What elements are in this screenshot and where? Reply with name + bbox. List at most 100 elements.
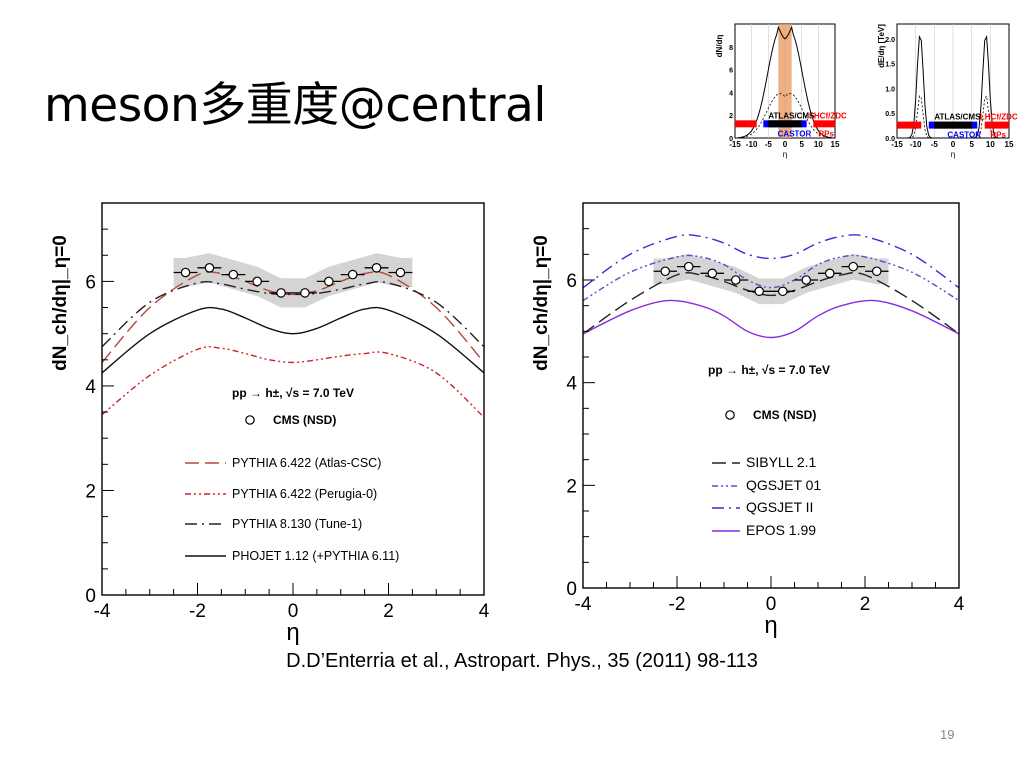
inset-central-bar: [934, 121, 972, 129]
inset-forward-bar-left: [897, 121, 922, 129]
data-point: [660, 266, 671, 277]
inset-label-castor: CASTOR: [947, 131, 981, 140]
chart-sibyll-qgsjet-epos: -4 -2 0 2 4 0 2 4 6 η dN_ch/dη|_η=0 pp → h±, √s = 7…: [531, 202, 965, 639]
data-point: [204, 263, 215, 273]
systematic-band: [653, 253, 889, 305]
x-axis-label: η: [286, 619, 299, 646]
y-axis-label: dN_ch/dη|_η=0: [531, 235, 552, 371]
x-tick-label: -4: [575, 594, 592, 615]
inset-central-bar: [768, 120, 802, 128]
legend-data-marker: [245, 415, 255, 425]
inset-x-axis-label: η: [783, 150, 787, 159]
y-tick-label: 4: [566, 374, 577, 395]
series-line-1: [101, 346, 485, 418]
data-point: [324, 276, 334, 287]
y-tick-label: 0: [85, 586, 96, 607]
data-point: [848, 261, 859, 272]
inset-de-deta-chart: ATLAS/CMS LHCf/ZDC CASTOR RPs -15 -10 -5 0 5 10 15…: [877, 23, 1018, 159]
inset-y-tick-label: 1.0: [885, 86, 895, 93]
data-point: [707, 268, 718, 279]
data-point: [371, 263, 382, 273]
inset-x-tick-label: 10: [814, 140, 823, 149]
y-axis-label: dN_ch/dη|_η=0: [50, 235, 71, 371]
inset-label-lhcf-zdc: LHCf/ZDC: [980, 113, 1018, 122]
inset-x-tick-label: 15: [1005, 140, 1014, 149]
process-annotation: pp → h±, √s = 7.0 TeV: [232, 386, 354, 400]
inset-x-tick-label: 5: [969, 140, 974, 149]
inset-x-tick-label: -10: [746, 140, 758, 149]
inset-y-tick-label: 1.5: [885, 62, 895, 69]
y-tick-label: 2: [85, 481, 96, 502]
inset-central-acceptance-band: [778, 24, 792, 138]
series-line-3: [101, 306, 485, 374]
inset-histogram-dotted: [900, 95, 1006, 139]
y-tick-label: 0: [566, 579, 577, 600]
legend-label: PYTHIA 8.130 (Tune-1): [232, 517, 362, 531]
x-tick-label: 4: [954, 594, 965, 615]
x-axis-label: η: [764, 612, 777, 639]
chart-pythia-phojet: -4 -2 0 2 4 0 2 4 6 η dN_ch/dη|_η=0pp → h±, √s = 7…: [50, 202, 490, 646]
inset-label-rps: RPs: [990, 131, 1006, 140]
data-point: [252, 276, 262, 287]
inset-y-tick-label: 2: [729, 113, 733, 120]
data-point: [395, 267, 406, 278]
series-line-0: [582, 271, 960, 335]
legend-label: SIBYLL 2.1: [746, 454, 817, 470]
inset-x-tick-label: 10: [986, 140, 995, 149]
x-tick-label: 2: [383, 601, 394, 622]
inset-histogram-dotted: [738, 93, 832, 139]
data-point: [871, 266, 882, 277]
legend-label: QGSJET 01: [746, 477, 821, 493]
inset-y-tick-label: 0: [729, 136, 733, 143]
inset-label-atlas-cms: ATLAS/CMS: [934, 113, 981, 122]
inset-x-tick-label: -10: [910, 140, 922, 149]
x-tick-label: -2: [669, 594, 686, 615]
inset-x-axis-label: η: [951, 150, 955, 159]
y-tick-label: 4: [85, 377, 96, 398]
legend-label: PYTHIA 6.422 (Perugia-0): [232, 487, 377, 501]
page-number: 19: [940, 727, 955, 742]
data-point: [347, 269, 358, 280]
legend-label: QGSJET II: [746, 499, 813, 515]
x-tick-label: -4: [94, 601, 111, 622]
y-tick-label: 6: [566, 271, 577, 292]
legend-label: PHOJET 1.12 (+PYTHIA 6.11): [232, 549, 399, 563]
inset-y-axis-label: dN/dη: [715, 35, 724, 58]
data-point: [801, 275, 812, 285]
inset-histogram: [900, 35, 1006, 139]
series-line-1: [582, 254, 960, 302]
inset-forward-bar-right: [813, 120, 835, 128]
inset-x-tick-label: -5: [765, 140, 773, 149]
x-tick-label: 0: [766, 594, 777, 615]
legend-label: EPOS 1.99: [746, 522, 816, 538]
inset-label-rps: RPs: [818, 129, 834, 138]
inset-forward-bar-left: [735, 120, 757, 128]
inset-label-castor: CASTOR: [778, 129, 812, 138]
data-point: [228, 269, 239, 280]
inset-x-tick-label: -15: [891, 140, 903, 149]
legend-data-label: CMS (NSD): [753, 408, 816, 422]
series-line-3: [582, 299, 960, 339]
inset-x-tick-label: -15: [729, 140, 741, 149]
inset-x-tick-label: 15: [831, 140, 840, 149]
process-annotation: pp → h±, √s = 7.0 TeV: [708, 363, 830, 377]
inset-y-tick-label: 2.0: [885, 37, 895, 44]
data-point: [777, 286, 788, 297]
data-point: [683, 261, 694, 272]
inset-y-tick-label: 6: [729, 68, 733, 75]
data-point: [180, 267, 191, 278]
data-point: [754, 286, 765, 297]
data-point: [824, 268, 835, 279]
x-tick-label: -2: [189, 601, 206, 622]
y-tick-label: 6: [85, 272, 96, 293]
y-tick-label: 2: [566, 476, 577, 497]
legend-label: PYTHIA 6.422 (Atlas-CSC): [232, 456, 381, 470]
inset-label-atlas-cms: ATLAS/CMS: [768, 111, 815, 120]
data-point: [730, 275, 741, 285]
data-point: [300, 288, 310, 298]
inset-y-tick-label: 4: [729, 90, 733, 97]
x-tick-label: 0: [288, 601, 299, 622]
inset-x-tick-label: 0: [783, 140, 788, 149]
inset-x-tick-label: 5: [799, 140, 804, 149]
